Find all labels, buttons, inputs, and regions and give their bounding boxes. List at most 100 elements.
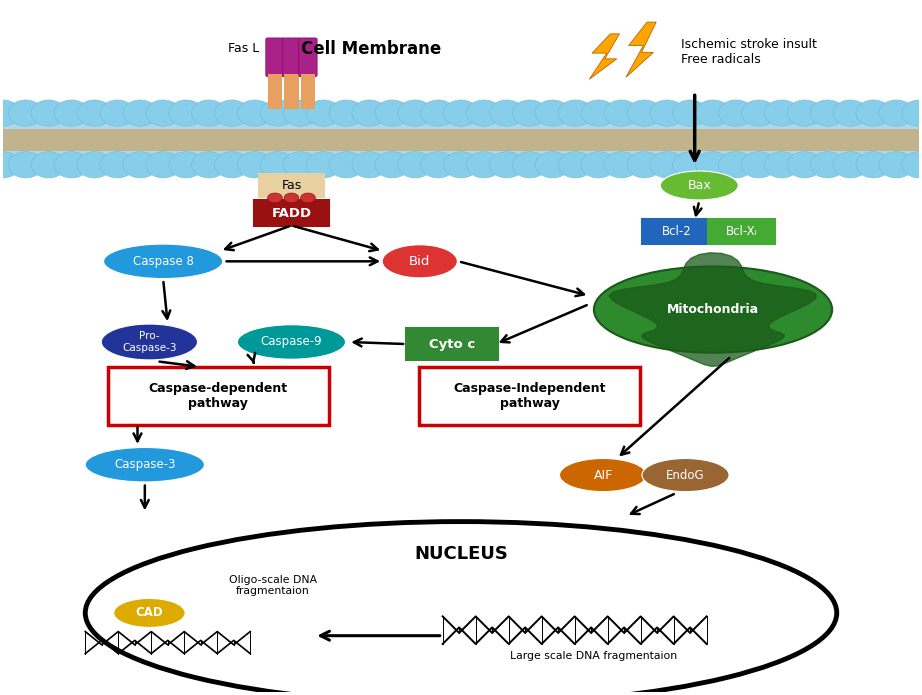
Circle shape xyxy=(31,100,66,126)
FancyBboxPatch shape xyxy=(284,74,299,109)
Circle shape xyxy=(810,100,845,126)
Ellipse shape xyxy=(301,193,315,203)
Circle shape xyxy=(467,152,502,178)
Text: Fas L: Fas L xyxy=(228,42,259,56)
Circle shape xyxy=(558,100,593,126)
Circle shape xyxy=(352,100,386,126)
Circle shape xyxy=(397,100,432,126)
Circle shape xyxy=(856,152,891,178)
FancyBboxPatch shape xyxy=(301,74,315,109)
Bar xyxy=(3,129,919,151)
Circle shape xyxy=(581,100,616,126)
Circle shape xyxy=(0,152,20,178)
Circle shape xyxy=(764,100,799,126)
Bar xyxy=(3,110,919,168)
Polygon shape xyxy=(609,253,816,366)
Circle shape xyxy=(650,100,685,126)
Ellipse shape xyxy=(237,325,346,359)
Ellipse shape xyxy=(560,459,646,491)
Text: NUCLEUS: NUCLEUS xyxy=(414,546,508,564)
Text: Oligo-scale DNA
fragmentaion: Oligo-scale DNA fragmentaion xyxy=(229,575,317,596)
Ellipse shape xyxy=(594,266,833,352)
Circle shape xyxy=(237,152,272,178)
Ellipse shape xyxy=(101,324,197,360)
FancyBboxPatch shape xyxy=(643,219,710,244)
Circle shape xyxy=(77,152,112,178)
Circle shape xyxy=(375,152,409,178)
Ellipse shape xyxy=(642,459,729,491)
Circle shape xyxy=(902,100,922,126)
Circle shape xyxy=(329,100,364,126)
Circle shape xyxy=(77,100,112,126)
FancyBboxPatch shape xyxy=(266,38,284,76)
Text: Bax: Bax xyxy=(688,179,711,192)
Text: FADD: FADD xyxy=(271,206,312,220)
Circle shape xyxy=(490,152,525,178)
Circle shape xyxy=(902,152,922,178)
Circle shape xyxy=(627,100,662,126)
Circle shape xyxy=(443,152,479,178)
Text: Large scale DNA fragmentaion: Large scale DNA fragmentaion xyxy=(510,651,678,662)
FancyBboxPatch shape xyxy=(299,38,317,76)
FancyBboxPatch shape xyxy=(420,367,640,425)
Circle shape xyxy=(329,152,364,178)
Circle shape xyxy=(169,152,204,178)
Circle shape xyxy=(397,152,432,178)
Circle shape xyxy=(192,152,227,178)
Circle shape xyxy=(604,152,639,178)
Circle shape xyxy=(833,152,868,178)
Circle shape xyxy=(604,100,639,126)
Polygon shape xyxy=(626,22,656,77)
Circle shape xyxy=(856,100,891,126)
Circle shape xyxy=(787,100,822,126)
Circle shape xyxy=(169,100,204,126)
Circle shape xyxy=(123,100,158,126)
Text: Bcl-Xₗ: Bcl-Xₗ xyxy=(726,225,757,238)
Circle shape xyxy=(718,152,753,178)
Text: Cyto c: Cyto c xyxy=(429,338,475,350)
Circle shape xyxy=(0,100,20,126)
Circle shape xyxy=(513,152,547,178)
Text: Fas: Fas xyxy=(281,179,301,192)
Circle shape xyxy=(490,100,525,126)
Circle shape xyxy=(215,100,249,126)
Circle shape xyxy=(787,152,822,178)
Ellipse shape xyxy=(660,171,739,200)
Circle shape xyxy=(146,152,181,178)
Ellipse shape xyxy=(383,245,457,278)
Circle shape xyxy=(764,152,799,178)
Text: Caspase-9: Caspase-9 xyxy=(261,336,323,348)
Circle shape xyxy=(879,152,914,178)
Circle shape xyxy=(420,152,455,178)
Circle shape xyxy=(100,152,135,178)
Circle shape xyxy=(260,100,295,126)
Text: Bid: Bid xyxy=(409,255,431,268)
Text: Caspase-3: Caspase-3 xyxy=(114,458,175,471)
Circle shape xyxy=(467,100,502,126)
Text: Bcl-2: Bcl-2 xyxy=(661,225,692,238)
FancyBboxPatch shape xyxy=(707,219,775,244)
Text: Caspase 8: Caspase 8 xyxy=(133,255,194,268)
Circle shape xyxy=(100,100,135,126)
Circle shape xyxy=(695,152,730,178)
Circle shape xyxy=(31,152,66,178)
Text: CAD: CAD xyxy=(136,607,163,619)
Circle shape xyxy=(146,100,181,126)
Circle shape xyxy=(8,100,43,126)
Circle shape xyxy=(833,100,868,126)
Text: Caspase-dependent
pathway: Caspase-dependent pathway xyxy=(148,382,288,410)
Circle shape xyxy=(536,100,570,126)
Ellipse shape xyxy=(103,244,223,279)
Text: Mitochondria: Mitochondria xyxy=(667,303,759,316)
Circle shape xyxy=(810,152,845,178)
FancyBboxPatch shape xyxy=(282,38,301,76)
Circle shape xyxy=(650,152,685,178)
Ellipse shape xyxy=(85,448,205,482)
Circle shape xyxy=(237,100,272,126)
FancyBboxPatch shape xyxy=(108,367,328,425)
Circle shape xyxy=(283,100,318,126)
Circle shape xyxy=(306,152,341,178)
Circle shape xyxy=(581,152,616,178)
Circle shape xyxy=(673,100,707,126)
Circle shape xyxy=(558,152,593,178)
